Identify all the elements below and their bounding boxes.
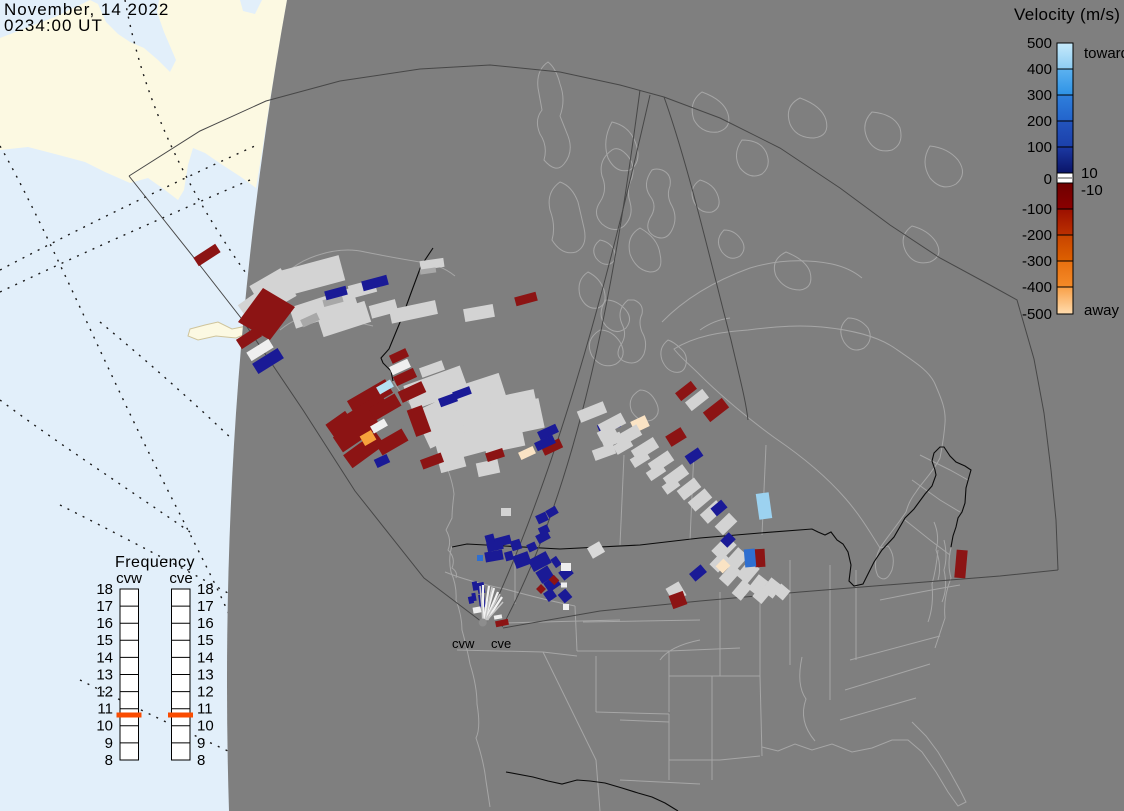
svg-text:100: 100 — [1027, 139, 1052, 156]
svg-text:15: 15 — [96, 632, 113, 649]
svg-text:8: 8 — [197, 752, 205, 769]
svg-text:13: 13 — [197, 667, 214, 684]
svg-text:12: 12 — [197, 684, 214, 701]
svg-text:14: 14 — [197, 650, 214, 667]
svg-text:16: 16 — [197, 615, 214, 632]
svg-text:0: 0 — [1044, 171, 1052, 188]
svg-text:cve: cve — [491, 636, 511, 651]
svg-text:9: 9 — [197, 735, 205, 752]
svg-text:17: 17 — [96, 598, 113, 615]
svg-text:-300: -300 — [1022, 253, 1052, 270]
svg-text:10: 10 — [1081, 165, 1098, 182]
svg-text:8: 8 — [105, 752, 113, 769]
svg-text:18: 18 — [96, 581, 113, 598]
svg-text:15: 15 — [197, 632, 214, 649]
svg-text:Velocity (m/s): Velocity (m/s) — [1014, 5, 1120, 24]
svg-text:-10: -10 — [1081, 182, 1103, 199]
svg-text:-500: -500 — [1022, 306, 1052, 323]
svg-text:toward: toward — [1084, 45, 1124, 62]
svg-text:10: 10 — [197, 718, 214, 735]
svg-text:cvw: cvw — [452, 636, 475, 651]
svg-text:-400: -400 — [1022, 279, 1052, 296]
svg-text:200: 200 — [1027, 113, 1052, 130]
svg-text:-100: -100 — [1022, 201, 1052, 218]
svg-text:Frequency: Frequency — [115, 554, 195, 571]
svg-text:300: 300 — [1027, 87, 1052, 104]
svg-text:17: 17 — [197, 598, 214, 615]
svg-text:11: 11 — [97, 701, 113, 718]
svg-text:18: 18 — [197, 581, 214, 598]
svg-text:away: away — [1084, 302, 1120, 319]
svg-text:November, 14 2022: November, 14 2022 — [4, 0, 169, 19]
svg-text:400: 400 — [1027, 61, 1052, 78]
svg-text:0234:00 UT: 0234:00 UT — [4, 16, 103, 35]
svg-text:cve: cve — [169, 570, 192, 587]
svg-text:9: 9 — [105, 735, 113, 752]
svg-text:12: 12 — [96, 684, 113, 701]
svg-text:500: 500 — [1027, 35, 1052, 52]
svg-text:13: 13 — [96, 667, 113, 684]
svg-text:-200: -200 — [1022, 227, 1052, 244]
svg-text:11: 11 — [197, 701, 213, 718]
svg-text:cvw: cvw — [116, 570, 142, 587]
svg-text:10: 10 — [96, 718, 113, 735]
svg-text:14: 14 — [96, 650, 113, 667]
svg-text:16: 16 — [96, 615, 113, 632]
